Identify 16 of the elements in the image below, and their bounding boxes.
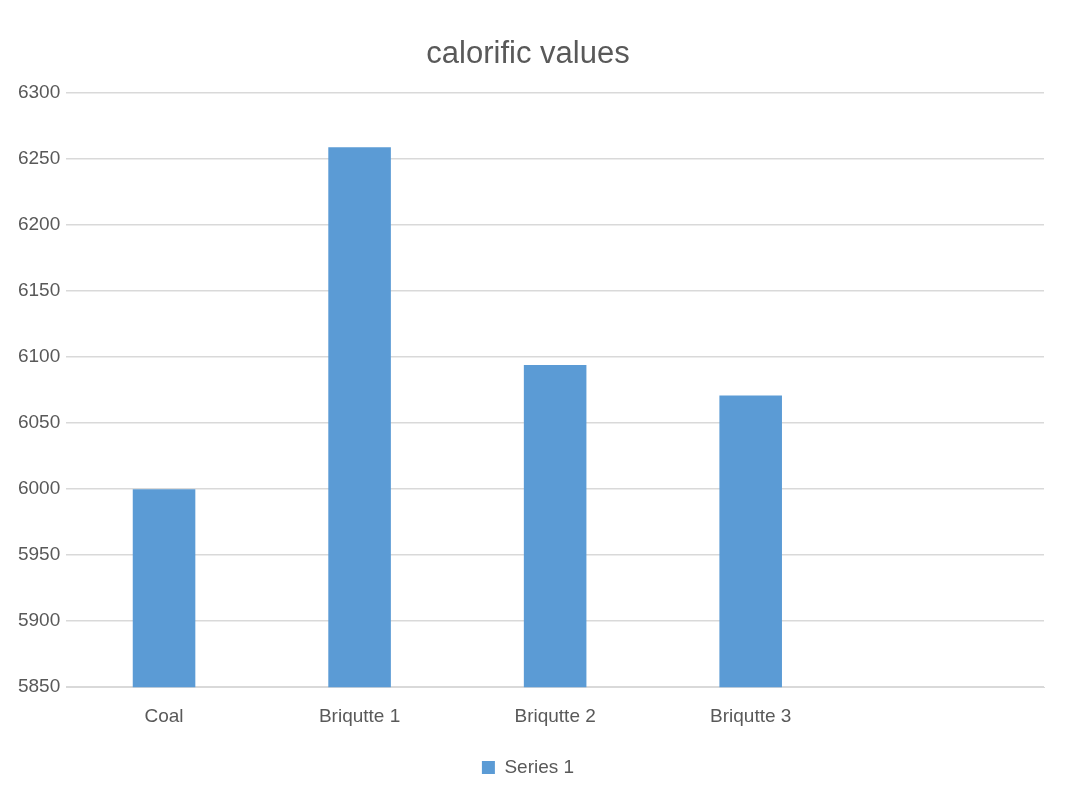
y-tick-label: 5900 [17,609,61,631]
y-tick-label: 6250 [17,147,61,169]
y-tick-label: 6100 [17,345,61,367]
x-tick-label: Briqutte 2 [514,704,596,726]
y-tick-label: 5950 [17,543,61,565]
x-tick-label: Briqutte 3 [710,704,792,726]
y-tick-label: 6000 [17,477,61,499]
x-tick-label: Briqutte 1 [318,704,401,726]
x-tick-label: Coal [144,704,184,726]
y-tick-label: 6150 [17,279,61,301]
y-tick-label: 6200 [17,213,61,235]
legend-label: Series 1 [504,755,575,777]
chart-title: calorific values [426,35,630,71]
y-tick-label: 6300 [17,81,61,103]
y-tick-label: 5850 [17,675,61,697]
y-tick-label: 6050 [17,411,61,433]
